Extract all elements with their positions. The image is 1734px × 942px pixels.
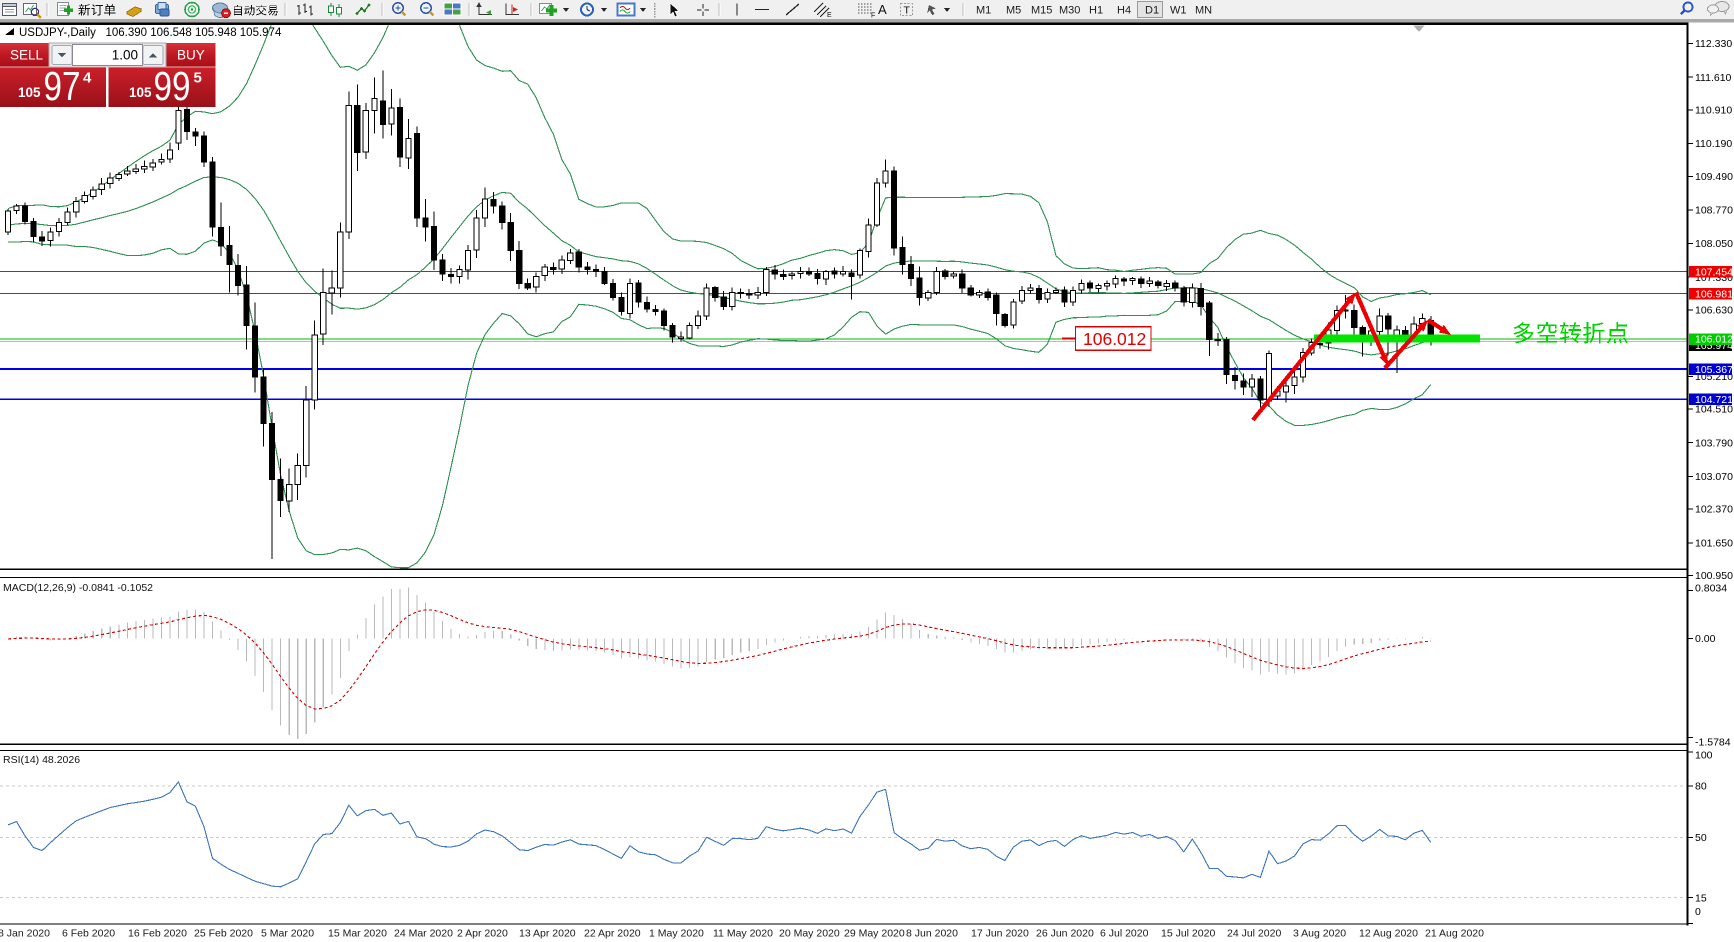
svg-text:105: 105 bbox=[129, 85, 152, 100]
svg-text:15: 15 bbox=[1695, 892, 1707, 904]
svg-text:25 Feb 2020: 25 Feb 2020 bbox=[194, 928, 253, 940]
svg-text:6 Jul 2020: 6 Jul 2020 bbox=[1100, 928, 1149, 940]
svg-text:A: A bbox=[878, 2, 887, 17]
svg-text:102.370: 102.370 bbox=[1695, 504, 1733, 516]
svg-text:15 Mar 2020: 15 Mar 2020 bbox=[328, 928, 387, 940]
svg-text:4: 4 bbox=[83, 70, 92, 87]
svg-text:100.950: 100.950 bbox=[1695, 570, 1733, 582]
svg-text:21 Aug 2020: 21 Aug 2020 bbox=[1425, 928, 1484, 940]
svg-text:106.012: 106.012 bbox=[1083, 329, 1146, 349]
svg-text:USDJPY-,Daily 106.390 106.54: USDJPY-,Daily 106.390 106.548 105.948 10… bbox=[19, 27, 282, 39]
svg-text:5: 5 bbox=[194, 70, 202, 87]
svg-text:103.790: 103.790 bbox=[1695, 437, 1733, 449]
svg-text:100: 100 bbox=[1695, 750, 1713, 762]
svg-text:E: E bbox=[827, 12, 832, 19]
svg-text:106.012: 106.012 bbox=[1695, 334, 1733, 346]
svg-text:108.770: 108.770 bbox=[1695, 205, 1733, 217]
svg-text:0.8034: 0.8034 bbox=[1695, 583, 1727, 595]
svg-text:20 May 2020: 20 May 2020 bbox=[779, 928, 840, 940]
svg-text:50: 50 bbox=[1695, 832, 1707, 844]
svg-text:8 Jan 2020: 8 Jan 2020 bbox=[0, 928, 50, 940]
svg-text:106.981: 106.981 bbox=[1695, 288, 1733, 300]
svg-text:5 Mar 2020: 5 Mar 2020 bbox=[261, 928, 314, 940]
svg-text:99: 99 bbox=[154, 63, 191, 109]
svg-text:16 Feb 2020: 16 Feb 2020 bbox=[128, 928, 187, 940]
svg-text:24 Mar 2020: 24 Mar 2020 bbox=[394, 928, 453, 940]
svg-text:SELL: SELL bbox=[10, 48, 44, 63]
svg-text:112.330: 112.330 bbox=[1695, 38, 1732, 50]
svg-text:1 May 2020: 1 May 2020 bbox=[649, 928, 704, 940]
svg-text:17 Jun 2020: 17 Jun 2020 bbox=[971, 928, 1029, 940]
svg-text:104.721: 104.721 bbox=[1695, 394, 1733, 406]
svg-text:22 Apr 2020: 22 Apr 2020 bbox=[584, 928, 641, 940]
svg-text:H1: H1 bbox=[1089, 5, 1103, 17]
svg-text:M5: M5 bbox=[1006, 5, 1021, 17]
svg-text:MN: MN bbox=[1195, 5, 1212, 17]
svg-text:8 Jun 2020: 8 Jun 2020 bbox=[906, 928, 958, 940]
svg-text:T: T bbox=[904, 5, 911, 17]
svg-text:D1: D1 bbox=[1145, 5, 1159, 17]
svg-text:105: 105 bbox=[18, 85, 41, 100]
svg-text:105.367: 105.367 bbox=[1695, 364, 1733, 376]
svg-text:-1.5784: -1.5784 bbox=[1695, 737, 1731, 749]
svg-text:103.070: 103.070 bbox=[1695, 471, 1733, 483]
svg-text:12 Aug 2020: 12 Aug 2020 bbox=[1359, 928, 1418, 940]
svg-text:24 Jul 2020: 24 Jul 2020 bbox=[1227, 928, 1281, 940]
svg-text:15 Jul 2020: 15 Jul 2020 bbox=[1161, 928, 1215, 940]
svg-text:F: F bbox=[871, 13, 875, 20]
svg-text:0: 0 bbox=[1695, 906, 1701, 918]
svg-text:M1: M1 bbox=[976, 5, 991, 17]
svg-text:111.610: 111.610 bbox=[1695, 72, 1732, 84]
svg-text:11 May 2020: 11 May 2020 bbox=[713, 928, 773, 940]
svg-text:M15: M15 bbox=[1031, 5, 1052, 17]
svg-text:104.510: 104.510 bbox=[1695, 404, 1733, 416]
svg-text:1.00: 1.00 bbox=[112, 48, 138, 63]
svg-text:6 Feb 2020: 6 Feb 2020 bbox=[62, 928, 115, 940]
svg-text:0.00: 0.00 bbox=[1695, 633, 1716, 645]
svg-text:3 Aug 2020: 3 Aug 2020 bbox=[1293, 928, 1346, 940]
svg-text:RSI(14) 48.2026: RSI(14) 48.2026 bbox=[3, 754, 80, 766]
svg-text:M30: M30 bbox=[1059, 5, 1080, 17]
svg-text:101.650: 101.650 bbox=[1695, 537, 1733, 549]
svg-text:BUY: BUY bbox=[177, 48, 205, 63]
svg-text:106.630: 106.630 bbox=[1695, 305, 1733, 317]
svg-text:97: 97 bbox=[44, 63, 81, 109]
svg-text:107.454: 107.454 bbox=[1695, 266, 1733, 278]
svg-text:80: 80 bbox=[1695, 781, 1707, 793]
svg-text:108.050: 108.050 bbox=[1695, 238, 1733, 250]
svg-text:MACD(12,26,9) -0.0841 -0.1052: MACD(12,26,9) -0.0841 -0.1052 bbox=[3, 582, 153, 594]
svg-text:110.190: 110.190 bbox=[1695, 138, 1732, 150]
svg-text:109.490: 109.490 bbox=[1695, 171, 1733, 183]
svg-text:H4: H4 bbox=[1117, 5, 1131, 17]
svg-text:2 Apr 2020: 2 Apr 2020 bbox=[457, 928, 508, 940]
svg-text:26 Jun 2020: 26 Jun 2020 bbox=[1036, 928, 1094, 940]
svg-text:13 Apr 2020: 13 Apr 2020 bbox=[519, 928, 576, 940]
svg-text:110.910: 110.910 bbox=[1695, 105, 1732, 117]
svg-text:W1: W1 bbox=[1170, 5, 1187, 17]
svg-text:29 May 2020: 29 May 2020 bbox=[844, 928, 905, 940]
